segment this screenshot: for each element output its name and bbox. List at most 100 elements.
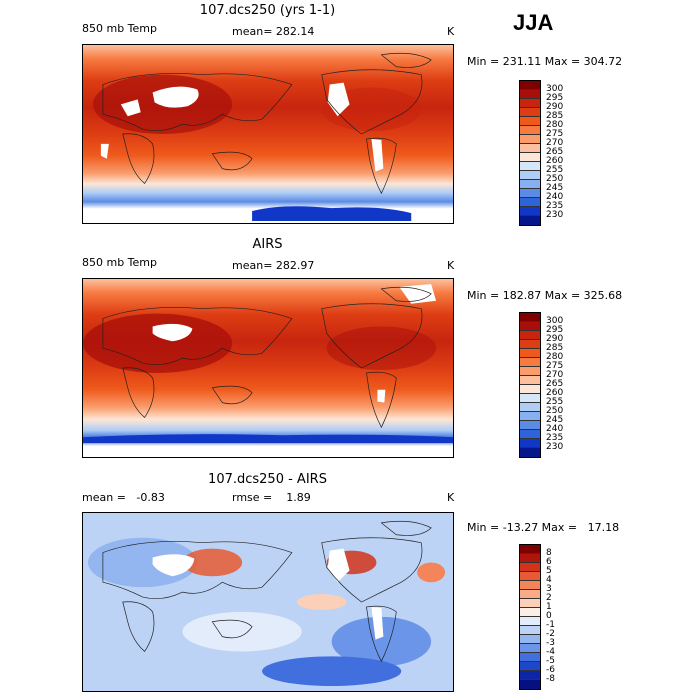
panel3-colorbar-swatch (520, 662, 540, 671)
panel3-colorbar-swatch (520, 581, 540, 590)
panel2-colorbar-tick: 265 (546, 379, 564, 389)
panel1-colorbar-swatch (520, 198, 540, 207)
panel2-colorbar-swatch (520, 385, 540, 394)
panel3-colorbar-tick: -6 (546, 665, 555, 675)
panel3-rmse-label: rmse = 1.89 (232, 491, 311, 504)
panel1-colorbar-swatch (520, 162, 540, 171)
panel2-colorbar-swatch (520, 430, 540, 439)
panel3-title: 107.dcs250 - AIRS (208, 472, 327, 487)
panel2-colorbar-swatch (520, 448, 540, 457)
panel1-colorbar-swatch (520, 207, 540, 216)
panel2-colorbar-swatch (520, 340, 540, 349)
panel1-colorbar-swatch (520, 99, 540, 108)
panel2-colorbar-tick: 290 (546, 334, 564, 344)
panel1-title: 107.dcs250 (yrs 1-1) (199, 3, 336, 18)
panel3-colorbar-tick: 0 (546, 611, 552, 621)
panel3-colorbar-swatch (520, 671, 540, 680)
panel2-colorbar-swatch (520, 412, 540, 421)
panel2-colorbar-swatch (520, 394, 540, 403)
panel1-colorbar-tick: 230 (546, 210, 564, 220)
panel1-colorbar-swatch (520, 153, 540, 162)
panel3-minmax-label: Min = -13.27 Max = 17.18 (467, 521, 620, 534)
panel1-colorbar-tick: 260 (546, 156, 564, 166)
panel2-colorbar-tick: 295 (546, 325, 564, 335)
panel2-colorbar-tick: 260 (546, 388, 564, 398)
panel3-colorbar-swatch (520, 635, 540, 644)
panel2-colorbar-tick: 300 (546, 316, 564, 326)
panel3-colorbar-swatch (520, 644, 540, 653)
panel2-colorbar-tick: 275 (546, 361, 564, 371)
panel2-colorbar (519, 312, 541, 458)
panel1-colorbar-swatch (520, 189, 540, 198)
panel1-colorbar-tick: 245 (546, 183, 564, 193)
panel1-colorbar-tick: 295 (546, 93, 564, 103)
panel2-colorbar-tick: 240 (546, 424, 564, 434)
season-label: JJA (513, 10, 554, 35)
panel1-colorbar-swatch (520, 216, 540, 225)
panel3-mean-label: mean = -0.83 (82, 491, 165, 504)
panel3-colorbar-swatch (520, 545, 540, 554)
panel1-map (82, 44, 454, 224)
panel3-colorbar-swatch (520, 617, 540, 626)
panel2-colorbar-tick: 235 (546, 433, 564, 443)
panel2-colorbar-tick: 230 (546, 442, 564, 452)
panel3-colorbar-swatch (520, 626, 540, 635)
panel3-colorbar-swatch (520, 608, 540, 617)
panel1-colorbar-swatch (520, 180, 540, 189)
panel3-units-label: K (447, 491, 455, 504)
panel1-colorbar-swatch (520, 126, 540, 135)
panel3-colorbar-swatch (520, 599, 540, 608)
panel1-colorbar-swatch (520, 171, 540, 180)
panel2-colorbar-tick: 280 (546, 352, 564, 362)
panel2-colorbar-swatch (520, 439, 540, 448)
panel3-colorbar-tick: 2 (546, 593, 552, 603)
panel2-colorbar-swatch (520, 313, 540, 322)
panel3-colorbar-tick: 4 (546, 575, 552, 585)
panel3-colorbar-tick: -1 (546, 620, 555, 630)
panel1-colorbar-tick: 270 (546, 138, 564, 148)
panel3-colorbar-swatch (520, 572, 540, 581)
panel1-colorbar-tick: 255 (546, 165, 564, 175)
panel2-colorbar-tick: 270 (546, 370, 564, 380)
panel2-colorbar-swatch (520, 367, 540, 376)
panel2-colorbar-tick: 250 (546, 406, 564, 416)
panel2-minmax-label: Min = 182.87 Max = 325.68 (467, 289, 623, 302)
panel1-minmax-label: Min = 231.11 Max = 304.72 (467, 55, 623, 68)
panel2-colorbar-swatch (520, 421, 540, 430)
panel3-colorbar-swatch (520, 653, 540, 662)
panel3-colorbar-tick: -4 (546, 647, 555, 657)
panel2-colorbar-swatch (520, 376, 540, 385)
panel3-colorbar-swatch (520, 680, 540, 689)
panel2-colorbar-swatch (520, 349, 540, 358)
panel1-colorbar-swatch (520, 117, 540, 126)
panel2-units-label: K (447, 259, 455, 272)
panel1-mean-label: mean= 282.14 (232, 25, 315, 38)
panel1-colorbar-tick: 275 (546, 129, 564, 139)
panel3-colorbar-tick: 6 (546, 557, 552, 567)
panel1-colorbar-tick: 250 (546, 174, 564, 184)
panel2-variable-label: 850 mb Temp (82, 256, 158, 269)
panel3-colorbar-tick: 5 (546, 566, 552, 576)
panel3-colorbar-tick: -3 (546, 638, 555, 648)
panel1-colorbar-swatch (520, 81, 540, 90)
panel2-map (82, 278, 454, 458)
panel2-title: AIRS (252, 237, 283, 252)
panel3-colorbar-tick: 1 (546, 602, 552, 612)
panel1-colorbar (519, 80, 541, 226)
panel1-colorbar-swatch (520, 108, 540, 117)
panel1-colorbar-swatch (520, 135, 540, 144)
panel1-colorbar-swatch (520, 144, 540, 153)
panel2-mean-label: mean= 282.97 (232, 259, 315, 272)
panel3-colorbar-tick: 3 (546, 584, 552, 594)
panel1-colorbar-tick: 280 (546, 120, 564, 130)
panel1-colorbar-swatch (520, 90, 540, 99)
panel3-colorbar-tick: -5 (546, 656, 555, 666)
panel1-colorbar-tick: 235 (546, 201, 564, 211)
panel3-map (82, 512, 454, 692)
panel2-colorbar-tick: 285 (546, 343, 564, 353)
panel1-colorbar-tick: 265 (546, 147, 564, 157)
panel3-colorbar-tick: -2 (546, 629, 555, 639)
panel3-colorbar (519, 544, 541, 690)
panel2-colorbar-swatch (520, 322, 540, 331)
panel1-colorbar-tick: 240 (546, 192, 564, 202)
